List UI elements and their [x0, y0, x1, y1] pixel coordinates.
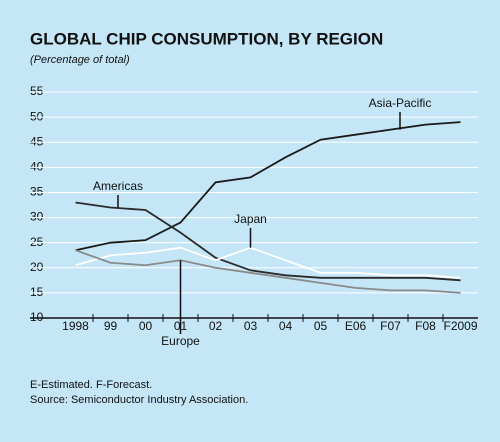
series-label: Japan [234, 212, 267, 226]
series-label: Americas [93, 179, 143, 193]
y-tick-label: 30 [30, 210, 44, 224]
y-tick-label: 45 [30, 134, 44, 148]
footnote: E-Estimated. F-Forecast. [30, 379, 152, 391]
y-tick-label: 55 [30, 84, 44, 98]
x-tick-label: 04 [279, 319, 293, 333]
y-tick-label: 35 [30, 185, 44, 199]
x-tick-label: 02 [209, 319, 223, 333]
chart-title: GLOBAL CHIP CONSUMPTION, BY REGION [30, 29, 383, 48]
x-tick-label: 00 [139, 319, 153, 333]
y-tick-label: 15 [30, 285, 44, 299]
x-tick-label: F08 [415, 319, 436, 333]
series-line [75, 121, 461, 252]
x-tick-label: 05 [314, 319, 328, 333]
series-line [75, 249, 461, 294]
series-line [75, 201, 461, 282]
y-tick-label: 25 [30, 235, 44, 249]
x-tick-label: E06 [345, 319, 367, 333]
x-tick-label: F2009 [443, 319, 477, 333]
y-tick-label: 20 [30, 260, 44, 274]
x-tick-label: 1998 [62, 319, 89, 333]
y-tick-label: 50 [30, 109, 44, 123]
x-tick-label: 99 [104, 319, 118, 333]
series-label: Asia-Pacific [369, 96, 432, 110]
x-tick-label: F07 [380, 319, 401, 333]
x-tick-label: 03 [244, 319, 258, 333]
chart-subtitle: (Percentage of total) [30, 54, 130, 66]
y-tick-label: 10 [30, 310, 44, 324]
source: Source: Semiconductor Industry Associati… [30, 394, 248, 406]
series-label: Europe [161, 334, 200, 348]
series-line [75, 246, 461, 279]
y-tick-label: 40 [30, 160, 44, 174]
